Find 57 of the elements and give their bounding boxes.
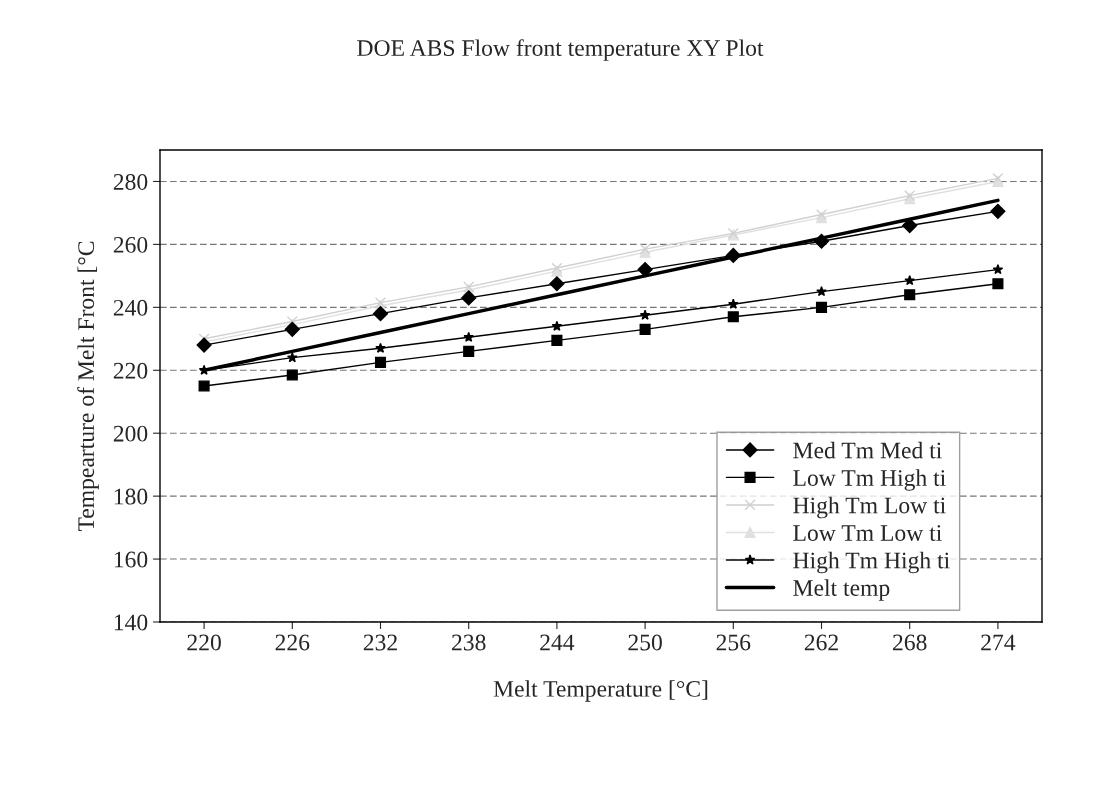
point <box>639 323 651 335</box>
y-tick-label: 200 <box>113 425 148 442</box>
point <box>727 311 739 323</box>
point <box>815 301 828 313</box>
legend-label: Low Tm Low ti <box>793 525 942 541</box>
x-tick-label: 262 <box>804 634 838 651</box>
point <box>375 342 386 353</box>
point <box>990 203 1006 219</box>
point <box>549 276 565 292</box>
point <box>904 275 916 286</box>
point <box>372 306 389 322</box>
point <box>284 321 300 337</box>
point <box>196 337 212 353</box>
x-tick-label: 250 <box>628 634 662 651</box>
y-tick-label: 140 <box>114 614 148 631</box>
point <box>551 320 563 331</box>
x-tick-label: 232 <box>363 634 397 651</box>
point <box>286 352 298 363</box>
point <box>286 369 298 381</box>
y-tick-label: 260 <box>113 236 148 253</box>
point <box>463 331 475 342</box>
point <box>992 172 1004 184</box>
point <box>551 334 563 346</box>
x-tick-label: 274 <box>981 634 1016 651</box>
y-tick-label: 280 <box>113 173 148 190</box>
legend-label: Melt temp <box>793 579 890 601</box>
point <box>813 233 830 249</box>
point <box>637 262 653 278</box>
point <box>992 278 1004 290</box>
point <box>992 264 1004 275</box>
y-axis-title: Tempearture of Melt Front [°C <box>77 241 99 532</box>
y-tick-label: 180 <box>114 488 148 505</box>
y-tick-label: 240 <box>113 299 148 316</box>
point <box>374 356 387 368</box>
legend-label: Low Tm High ti <box>793 469 946 491</box>
x-tick-label: 244 <box>540 634 575 651</box>
point <box>904 289 916 301</box>
point <box>639 309 651 320</box>
point <box>902 217 918 234</box>
point <box>461 290 477 306</box>
x-tick-label: 268 <box>893 634 927 651</box>
x-tick-label: 238 <box>452 634 486 651</box>
y-tick-label: 160 <box>114 551 148 568</box>
point <box>725 247 741 263</box>
legend-label: High Tm Low ti <box>793 496 946 519</box>
x-axis-title: Melt Temperature [°C] <box>493 680 708 702</box>
x-tick-label: 256 <box>716 634 751 651</box>
legend-label: Med Tm Med ti <box>793 441 942 459</box>
point <box>816 286 827 297</box>
legend-label: High Tm High ti <box>793 551 950 574</box>
y-tick-label: 220 <box>113 362 148 379</box>
point <box>727 298 739 309</box>
x-tick-label: 226 <box>275 634 310 651</box>
point <box>198 380 210 392</box>
chart-title: DOE ABS Flow front temperature XY Plot <box>357 39 764 61</box>
x-tick-label: 220 <box>187 634 221 651</box>
point <box>463 345 475 357</box>
